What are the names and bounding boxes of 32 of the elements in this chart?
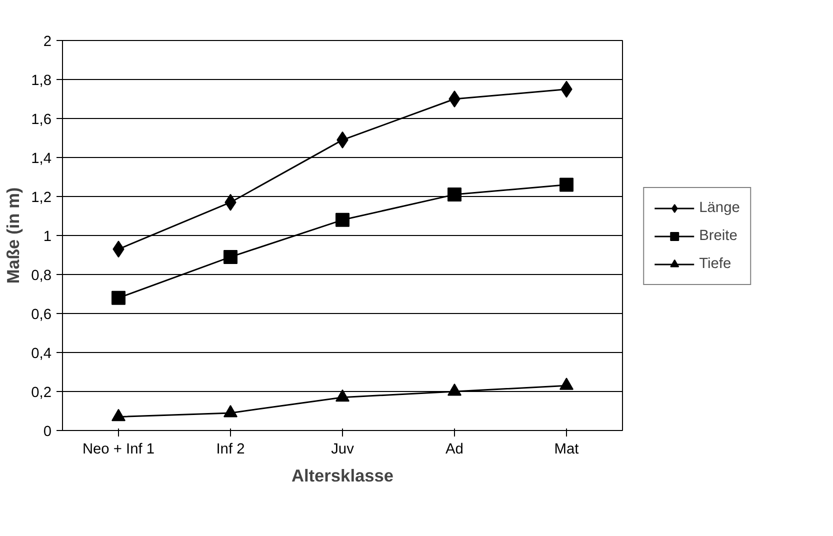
legend-label: Länge	[699, 200, 740, 216]
point	[336, 389, 350, 402]
y-tick-label: 1,4	[31, 151, 52, 167]
x-axis-title: Altersklasse	[291, 466, 394, 486]
y-tick-label: 0	[43, 424, 52, 440]
point	[448, 383, 462, 396]
y-tick-label: 0,2	[31, 385, 52, 401]
y-tick-label: 1,2	[31, 190, 52, 206]
point	[560, 378, 574, 390]
point	[448, 188, 462, 202]
y-tick-label: 0,6	[31, 307, 52, 323]
point	[448, 90, 460, 108]
y-tick-label: 1,6	[31, 112, 52, 128]
point	[112, 408, 126, 422]
point	[336, 212, 350, 227]
y-axis-title: Maße (in m)	[3, 187, 24, 284]
legend-label: Tiefe	[699, 256, 732, 272]
point	[112, 290, 126, 305]
x-tick-label: Mat	[554, 442, 579, 458]
point	[560, 178, 574, 192]
y-tick-label: 0,4	[31, 346, 52, 362]
point	[224, 404, 238, 418]
x-tick-label: Inf 2	[216, 442, 245, 458]
y-tick-label: 0,8	[31, 268, 52, 284]
x-tick-label: Ad	[446, 442, 464, 458]
y-tick-label: 2	[43, 34, 52, 50]
x-tick-label: Juv	[331, 442, 355, 458]
point	[224, 250, 238, 264]
y-tick-label: 1	[43, 229, 52, 245]
y-tick-label: 1,8	[31, 73, 52, 89]
legend-label: Breite	[699, 228, 738, 244]
x-tick-label: Neo + Inf 1	[82, 442, 155, 458]
